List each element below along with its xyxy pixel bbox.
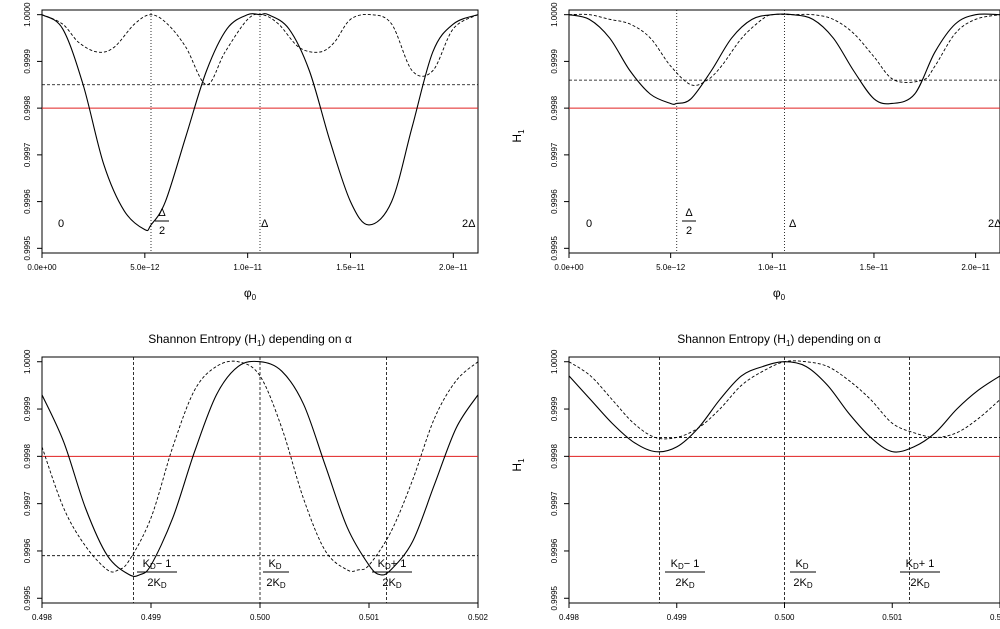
y-tick-label: 0.9995 — [23, 236, 32, 261]
y-tick-label: 0.9998 — [23, 444, 32, 469]
y-tick-label: 0.9997 — [550, 491, 559, 516]
y-tick-label: 0.9997 — [550, 142, 559, 167]
annotation-kd-plus-1: KD+ 1 2KD — [900, 558, 940, 590]
svg-text:KD: KD — [268, 558, 281, 571]
y-tick-label: 1.0000 — [23, 2, 32, 27]
svg-text:2KD: 2KD — [793, 577, 812, 590]
panel-alpha-left: 0.498 0.499 0.500 0.501 0.502 0.9995 0.9996 0.9… — [23, 332, 489, 622]
x-tick-label: 0.498 — [32, 613, 53, 622]
x-tick-label: 2.0e−11 — [439, 263, 468, 272]
y-tick-label: 0.9995 — [550, 236, 559, 261]
series-dashed — [41, 360, 479, 573]
y-tick-label: 0.9999 — [23, 396, 32, 421]
x-tick-label: 5.0e−12 — [656, 263, 686, 272]
x-tick-label: 5.0e−12 — [130, 263, 160, 272]
x-tick-label: 2.0e−11 — [961, 263, 990, 272]
x-tick-label: 0.500 — [774, 613, 795, 622]
svg-text:KD+ 1: KD+ 1 — [906, 558, 935, 571]
x-tick-label: 0.0e+00 — [554, 263, 584, 272]
annotation-kd: KD 2KD — [790, 558, 816, 590]
panel-phi-left: 0.0e+00 5.0e−12 1.0e−11 1.5e−11 2.0e−11 0.999… — [23, 2, 479, 302]
x-axis-label: φ0 — [773, 286, 786, 302]
x-tick-label: 1.0e−11 — [233, 263, 262, 272]
svg-text:KD− 1: KD− 1 — [143, 558, 172, 571]
x-tick-label: 0.502 — [468, 613, 489, 622]
y-tick-label: 0.9998 — [550, 444, 559, 469]
x-axis-label: φ0 — [244, 286, 257, 302]
annotation-half-delta-den: 2 — [686, 225, 692, 237]
x-tick-label: 0.499 — [141, 613, 162, 622]
svg-text:KD+ 1: KD+ 1 — [378, 558, 407, 571]
y-tick-label: 1.0000 — [550, 2, 559, 27]
plot-layer: 0.0e+00 5.0e−12 1.0e−11 1.5e−11 2.0e−11 0.999… — [23, 2, 479, 272]
y-tick-label: 0.9995 — [23, 585, 32, 610]
x-tick-label: 1.0e−11 — [758, 263, 787, 272]
panel-phi-right: 0.0e+00 5.0e−12 1.0e−11 1.5e−11 2.0e−11 0.999… — [510, 2, 1000, 302]
x-tick-label: 0.0e+00 — [27, 263, 57, 272]
annotation-2delta: 2Δ — [988, 218, 1000, 230]
y-tick-label: 0.9997 — [23, 491, 32, 516]
annotation-delta: Δ — [789, 218, 797, 230]
series-solid — [41, 13, 479, 232]
y-tick-label: 0.9998 — [550, 95, 559, 120]
x-tick-label: 1.5e−11 — [336, 263, 365, 272]
annotation-half-delta-num: Δ — [685, 207, 693, 219]
series-dashed — [568, 360, 1000, 440]
annotation-kd: KD 2KD — [263, 558, 289, 590]
x-tick-label: 0.498 — [559, 613, 580, 622]
annotation-delta: Δ — [261, 218, 269, 230]
annotation-kd-minus-1: KD− 1 2KD — [665, 558, 705, 590]
y-tick-label: 0.9999 — [550, 49, 559, 74]
y-tick-label: 0.9996 — [23, 189, 32, 214]
svg-text:KD: KD — [795, 558, 808, 571]
svg-text:2KD: 2KD — [675, 577, 694, 590]
x-tick-label: 0.502 — [990, 613, 1000, 622]
y-tick-label: 0.9999 — [550, 396, 559, 421]
svg-text:2KD: 2KD — [266, 577, 285, 590]
annotation-zero: 0 — [58, 218, 64, 230]
panel-alpha-right: 0.498 0.499 0.500 0.501 0.502 0.9995 0.9996 0.9… — [510, 332, 1000, 622]
y-tick-label: 0.9996 — [23, 538, 32, 563]
plot-layer: 0.498 0.499 0.500 0.501 0.502 0.9995 0.9996 0.9… — [23, 349, 489, 622]
chart-title: Shannon Entropy (H1) depending on α — [677, 332, 881, 348]
annotation-half-delta-num: Δ — [158, 207, 166, 219]
y-tick-label: 0.9997 — [23, 142, 32, 167]
annotation-kd-plus-1: KD+ 1 2KD — [372, 558, 412, 590]
y-tick-label: 1.0000 — [23, 349, 32, 374]
annotation-2delta: 2Δ — [462, 218, 476, 230]
y-tick-label: 0.9996 — [550, 538, 559, 563]
annotation-zero: 0 — [586, 218, 592, 230]
annotation-kd-minus-1: KD− 1 2KD — [137, 558, 177, 590]
plot-layer: 0.0e+00 5.0e−12 1.0e−11 1.5e−11 2.0e−11 0.999… — [550, 2, 1000, 272]
svg-text:KD− 1: KD− 1 — [671, 558, 700, 571]
x-tick-label: 0.499 — [667, 613, 688, 622]
y-tick-label: 1.0000 — [550, 349, 559, 374]
x-tick-label: 1.5e−11 — [860, 263, 889, 272]
y-tick-label: 0.9996 — [550, 189, 559, 214]
y-tick-label: 0.9998 — [23, 95, 32, 120]
plot-layer: 0.498 0.499 0.500 0.501 0.502 0.9995 0.9996 0.9… — [550, 349, 1000, 622]
annotation-half-delta-den: 2 — [159, 225, 165, 237]
x-tick-label: 0.501 — [359, 613, 380, 622]
y-axis-label: H1 — [510, 129, 526, 143]
series-dashed — [568, 13, 1000, 86]
x-tick-label: 0.501 — [882, 613, 903, 622]
svg-text:2KD: 2KD — [147, 577, 166, 590]
x-tick-label: 0.500 — [250, 613, 271, 622]
y-tick-label: 0.9999 — [23, 49, 32, 74]
y-tick-label: 0.9995 — [550, 585, 559, 610]
series-dashed — [41, 13, 479, 86]
svg-text:2KD: 2KD — [382, 577, 401, 590]
chart-title: Shannon Entropy (H1) depending on α — [148, 332, 352, 348]
svg-text:2KD: 2KD — [910, 577, 929, 590]
y-axis-label: H1 — [510, 458, 526, 472]
series-solid — [41, 360, 479, 577]
series-solid — [568, 13, 1000, 105]
